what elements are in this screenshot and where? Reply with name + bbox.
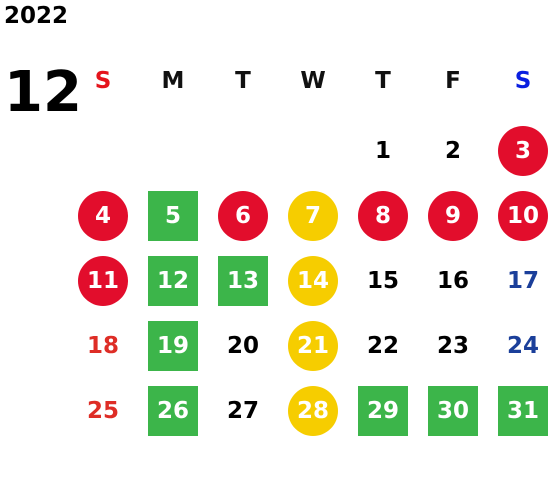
day-16[interactable]: 16 [436, 268, 469, 294]
day-25[interactable]: 25 [86, 398, 119, 424]
day-7[interactable]: 7 [288, 191, 338, 241]
day-12[interactable]: 12 [148, 256, 198, 306]
day-21[interactable]: 21 [288, 321, 338, 371]
day-2[interactable]: 2 [444, 138, 461, 164]
day-8[interactable]: 8 [358, 191, 408, 241]
day-18[interactable]: 18 [86, 333, 119, 359]
day-1[interactable]: 1 [374, 138, 391, 164]
weekday-header-thu: T [375, 68, 391, 94]
day-26[interactable]: 26 [148, 386, 198, 436]
day-19[interactable]: 19 [148, 321, 198, 371]
day-13[interactable]: 13 [218, 256, 268, 306]
day-30[interactable]: 30 [428, 386, 478, 436]
day-5[interactable]: 5 [148, 191, 198, 241]
day-6[interactable]: 6 [218, 191, 268, 241]
day-28[interactable]: 28 [288, 386, 338, 436]
day-22[interactable]: 22 [366, 333, 399, 359]
weekday-header-fri: F [445, 68, 461, 94]
day-20[interactable]: 20 [226, 333, 259, 359]
weekday-header-sat: S [514, 68, 532, 94]
day-4[interactable]: 4 [78, 191, 128, 241]
day-31[interactable]: 31 [498, 386, 548, 436]
month-label: 12 [4, 60, 82, 125]
day-14[interactable]: 14 [288, 256, 338, 306]
day-9[interactable]: 9 [428, 191, 478, 241]
weekday-header-sun: S [94, 68, 112, 94]
day-3[interactable]: 3 [498, 126, 548, 176]
day-27[interactable]: 27 [226, 398, 259, 424]
day-24[interactable]: 24 [506, 333, 539, 359]
day-23[interactable]: 23 [436, 333, 469, 359]
day-15[interactable]: 15 [366, 268, 399, 294]
year-label: 2022 [4, 3, 69, 29]
weekday-header-mon: M [161, 68, 185, 94]
weekday-header-wed: W [300, 68, 326, 94]
day-10[interactable]: 10 [498, 191, 548, 241]
weekday-header-tue: T [235, 68, 251, 94]
day-29[interactable]: 29 [358, 386, 408, 436]
day-17[interactable]: 17 [506, 268, 539, 294]
day-11[interactable]: 11 [78, 256, 128, 306]
